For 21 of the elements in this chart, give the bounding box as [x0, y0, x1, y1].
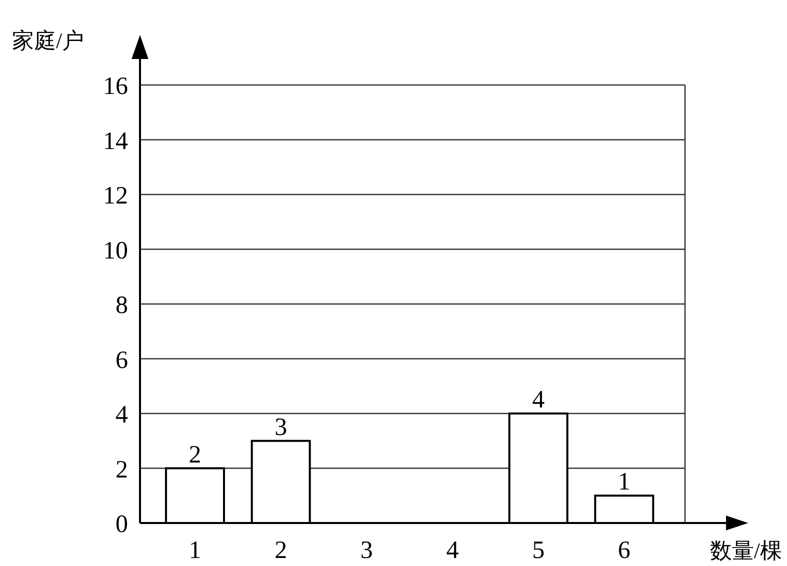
- x-tick-label: 6: [618, 537, 630, 564]
- y-tick-label: 8: [116, 292, 128, 319]
- y-tick-label: 12: [103, 182, 128, 210]
- y-tick-label: 6: [116, 346, 128, 374]
- y-tick-label: 14: [103, 128, 128, 155]
- x-tick-label: 4: [446, 537, 460, 564]
- data-label: 4: [532, 386, 546, 414]
- y-tick-label: 16: [103, 73, 128, 100]
- x-tick-label: 1: [188, 537, 202, 564]
- y-tick-label: 0: [116, 511, 128, 538]
- data-label: 2: [188, 441, 202, 468]
- x-tick-label: 2: [274, 537, 288, 564]
- y-tick-label: 10: [103, 237, 128, 264]
- data-label: 3: [274, 414, 288, 441]
- y-axis-title: 家庭/户: [12, 28, 84, 53]
- data-label: 1: [618, 468, 630, 496]
- x-tick-label: 5: [532, 537, 545, 564]
- y-tick-label: 2: [116, 456, 128, 484]
- y-tick-label: 4: [116, 402, 128, 428]
- x-axis-title: 数量/棵: [710, 538, 782, 563]
- x-tick-label: 3: [360, 537, 373, 564]
